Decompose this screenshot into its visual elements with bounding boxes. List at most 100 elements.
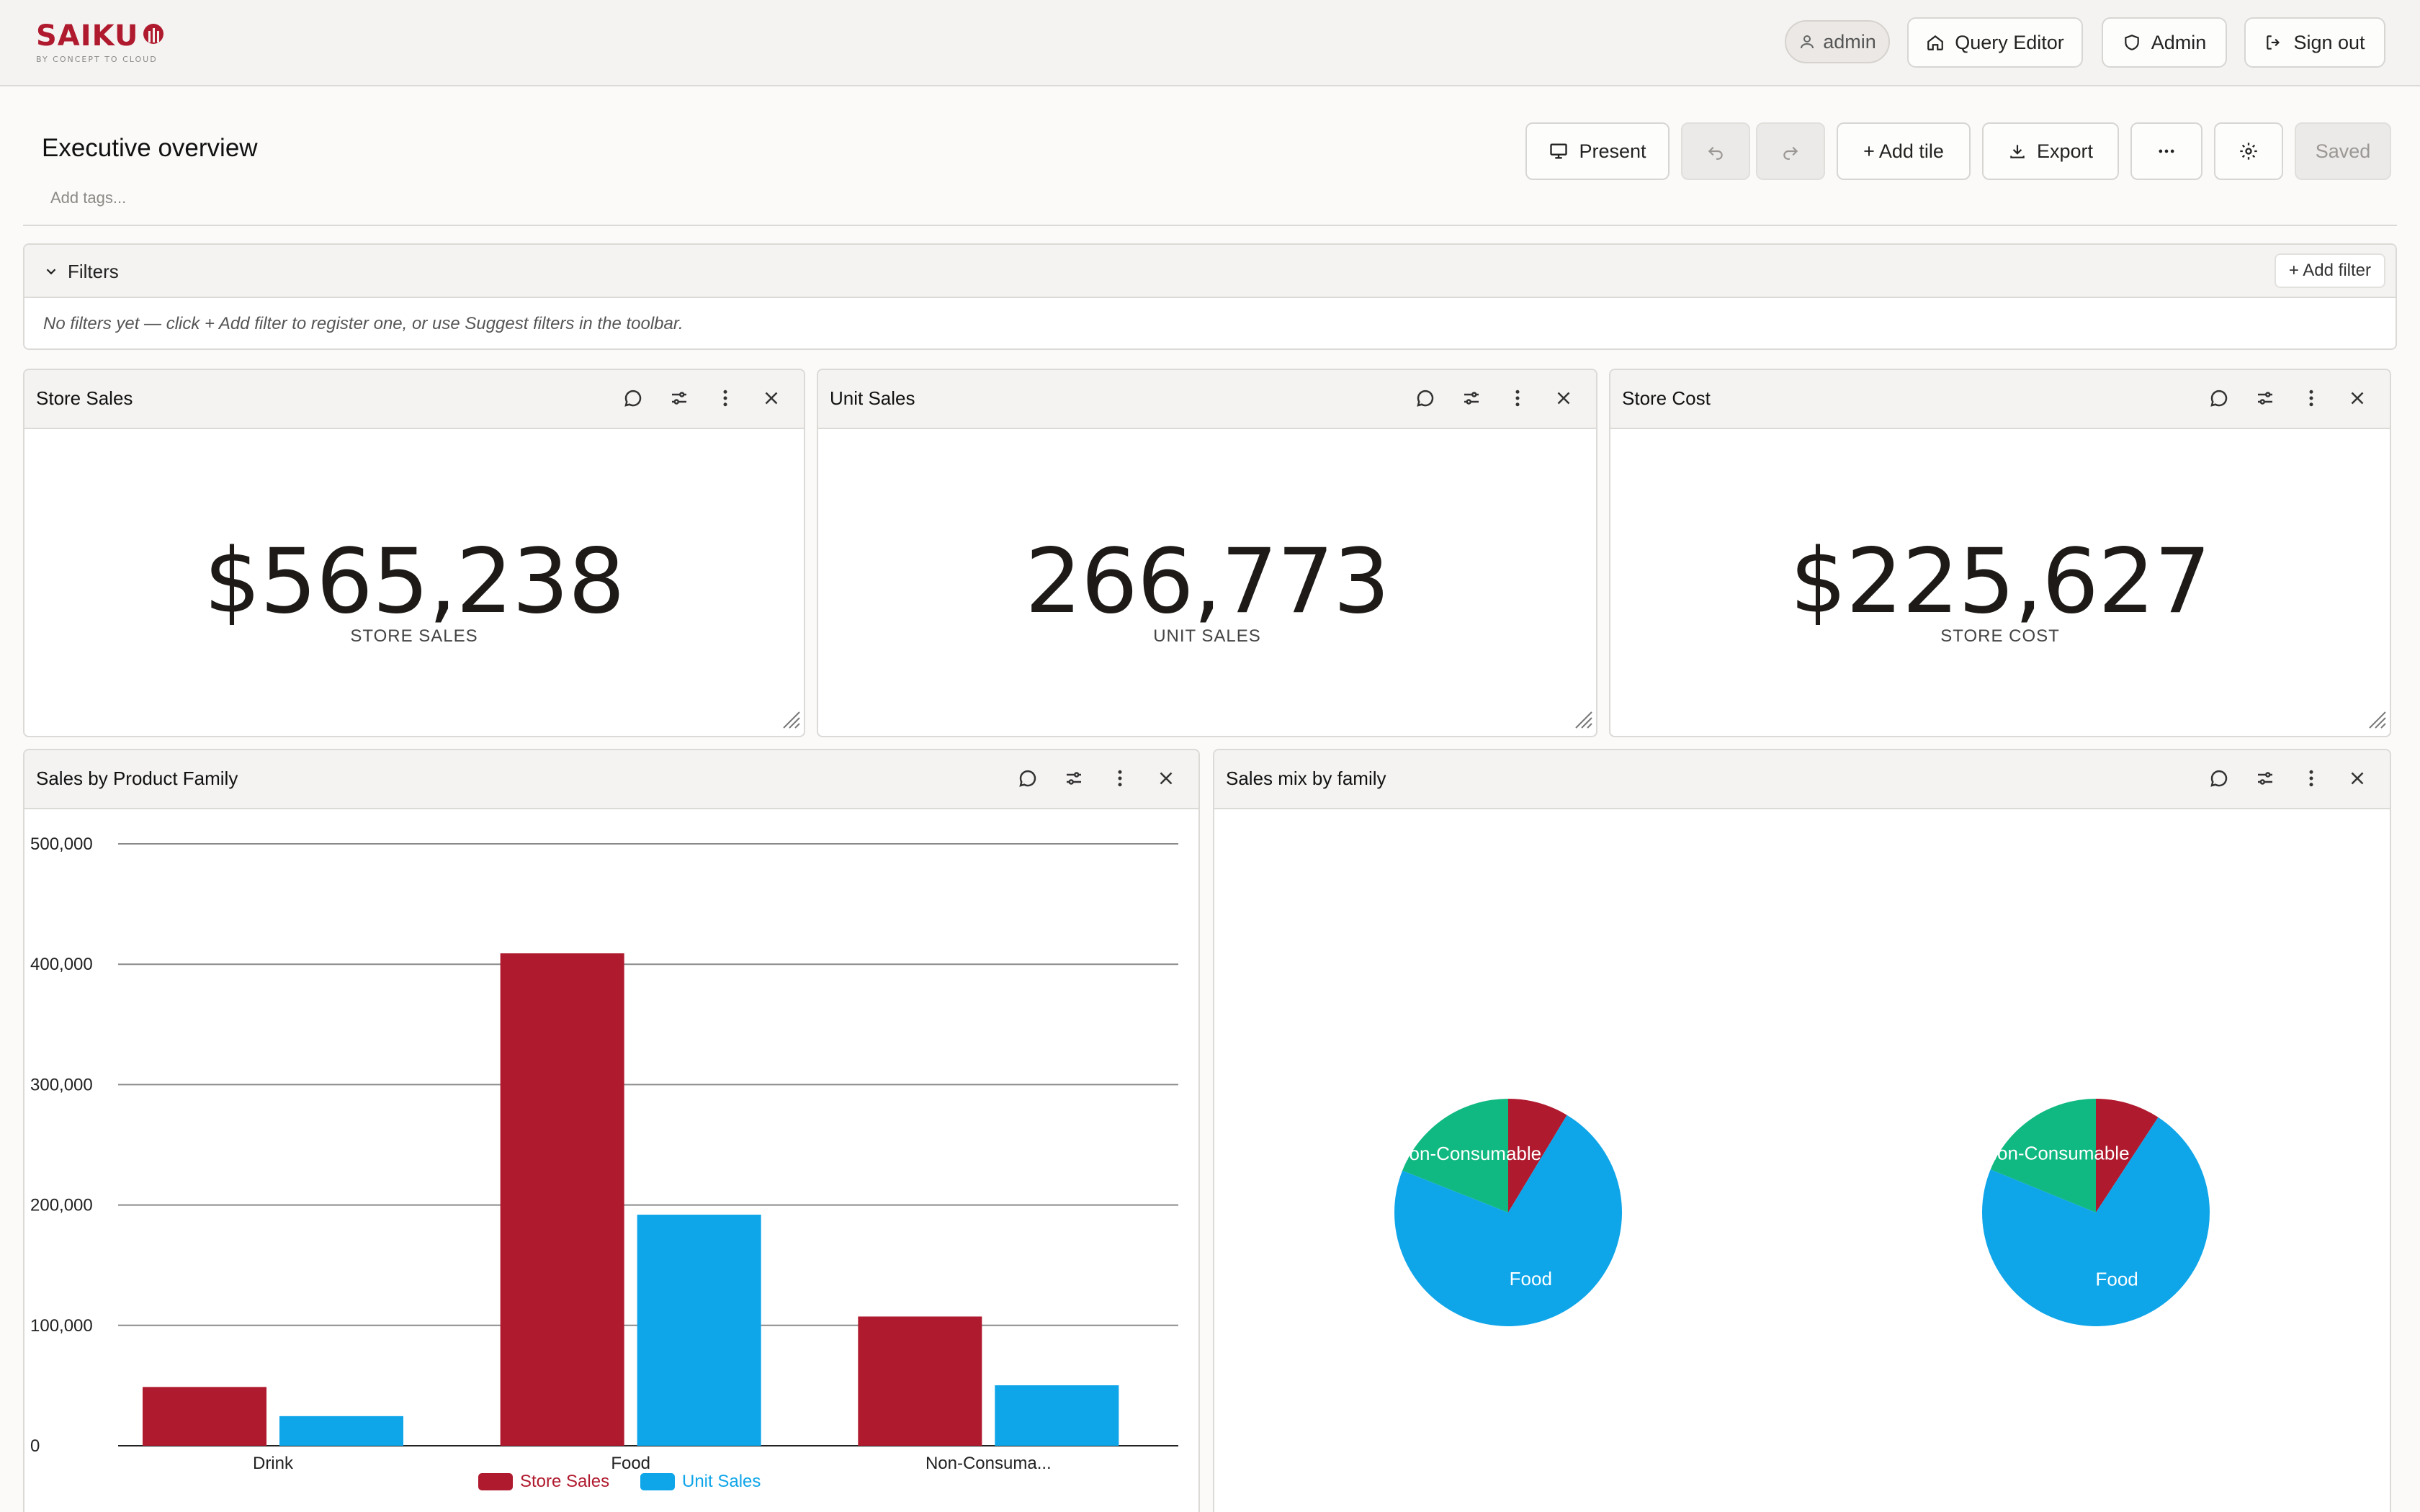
close-icon[interactable] bbox=[2347, 768, 2371, 792]
resize-handle-icon[interactable] bbox=[779, 708, 801, 733]
top-bar: SAIKU BY CONCEPT TO CLOUD admin Query Ed… bbox=[0, 0, 2420, 86]
sliders-icon[interactable] bbox=[1461, 387, 1485, 412]
add-tags-input[interactable]: Add tags... bbox=[50, 189, 127, 207]
add-filter-button[interactable]: + Add filter bbox=[2274, 253, 2385, 288]
kpi-value: $565,238 bbox=[204, 530, 625, 634]
close-icon[interactable] bbox=[1155, 768, 1180, 792]
gear-icon bbox=[2238, 141, 2259, 161]
sliders-icon[interactable] bbox=[2254, 768, 2279, 792]
filters-empty-message: No filters yet — click + Add filter to r… bbox=[43, 314, 684, 333]
more-horizontal-icon bbox=[2156, 141, 2177, 161]
saved-status-button[interactable]: Saved bbox=[2295, 122, 2391, 180]
redo-icon bbox=[1781, 142, 1800, 161]
kpi-label: UNIT SALES bbox=[1153, 626, 1261, 646]
query-editor-label: Query Editor bbox=[1955, 31, 2064, 53]
present-button[interactable]: Present bbox=[1525, 122, 1670, 180]
sign-out-label: Sign out bbox=[2293, 31, 2365, 53]
pie-slice-food bbox=[1394, 1115, 1622, 1326]
y-tick-label: 0 bbox=[30, 1436, 40, 1456]
close-icon[interactable] bbox=[1553, 387, 1577, 412]
pie-slice-label: Non-Consumable bbox=[1396, 1143, 1541, 1164]
sliders-icon[interactable] bbox=[2254, 387, 2279, 412]
tile-header[interactable]: Sales by Product Family bbox=[24, 750, 1198, 809]
comment-icon[interactable] bbox=[2208, 768, 2233, 792]
comment-icon[interactable] bbox=[2208, 387, 2233, 412]
kebab-menu-icon[interactable] bbox=[2300, 387, 2325, 412]
legend-swatch bbox=[640, 1473, 675, 1490]
add-tile-label: + Add tile bbox=[1863, 140, 1944, 162]
logo-flame-icon bbox=[141, 20, 166, 52]
present-label: Present bbox=[1579, 140, 1646, 162]
filters-header[interactable]: Filters + Add filter bbox=[24, 245, 2396, 298]
bar-unit-sales bbox=[995, 1385, 1119, 1446]
tile-title: Sales mix by family bbox=[1226, 768, 1386, 789]
pie-slice-drink bbox=[2096, 1099, 2159, 1212]
pie-chart: Food Non-Consumable Food Non-Consumable bbox=[1394, 1099, 2210, 1326]
y-tick-label: 300,000 bbox=[30, 1075, 93, 1094]
add-tile-button[interactable]: + Add tile bbox=[1837, 122, 1971, 180]
legend-label: Unit Sales bbox=[682, 1472, 761, 1491]
tile-header[interactable]: Store Cost bbox=[1610, 370, 2390, 429]
tile-title: Store Cost bbox=[1622, 387, 1711, 409]
kpi-label: STORE COST bbox=[1940, 626, 2060, 646]
export-button[interactable]: Export bbox=[1982, 122, 2119, 180]
saiku-logo[interactable]: SAIKU BY CONCEPT TO CLOUD bbox=[36, 20, 166, 64]
comment-icon[interactable] bbox=[1415, 387, 1439, 412]
sliders-icon[interactable] bbox=[668, 387, 693, 412]
kpi-value: $225,627 bbox=[1790, 530, 2211, 634]
logo-tagline: BY CONCEPT TO CLOUD bbox=[36, 55, 158, 64]
bar-unit-sales bbox=[279, 1416, 403, 1446]
tile-store-sales: Store Sales $565,238 STORE SALES bbox=[23, 369, 805, 737]
resize-handle-icon[interactable] bbox=[2365, 708, 2387, 733]
close-icon[interactable] bbox=[2347, 387, 2371, 412]
tile-sales-by-product-family: Sales by Product Family 0 100,000 200,000 3… bbox=[23, 749, 1200, 1512]
kebab-menu-icon[interactable] bbox=[1109, 768, 1134, 792]
bar-store-sales bbox=[858, 1316, 982, 1446]
kebab-menu-icon[interactable] bbox=[714, 387, 739, 412]
kebab-menu-icon[interactable] bbox=[1507, 387, 1531, 412]
pie-slice-label: Non-Consumable bbox=[1984, 1143, 2129, 1164]
tile-header[interactable]: Sales mix by family bbox=[1214, 750, 2390, 809]
pie-slice-drink bbox=[1508, 1099, 1567, 1212]
tile-unit-sales: Unit Sales 266,773 UNIT SALES bbox=[817, 369, 1597, 737]
kpi-value: 266,773 bbox=[1025, 530, 1390, 634]
admin-button[interactable]: Admin bbox=[2102, 17, 2227, 68]
user-badge[interactable]: admin bbox=[1785, 20, 1890, 63]
legend-label: Store Sales bbox=[520, 1472, 609, 1491]
kpi-label: STORE SALES bbox=[350, 626, 478, 646]
x-tick-label: Food bbox=[611, 1454, 650, 1473]
chevron-down-icon[interactable] bbox=[43, 264, 59, 283]
pie-slice-label: Food bbox=[2095, 1269, 2138, 1290]
comment-icon[interactable] bbox=[1017, 768, 1041, 792]
header-divider bbox=[23, 225, 2397, 226]
undo-icon bbox=[1706, 142, 1725, 161]
tile-title: Sales by Product Family bbox=[36, 768, 238, 789]
tile-header[interactable]: Unit Sales bbox=[818, 370, 1596, 429]
close-icon[interactable] bbox=[761, 387, 785, 412]
settings-button[interactable] bbox=[2214, 122, 2283, 180]
dashboard-title[interactable]: Executive overview bbox=[42, 134, 258, 162]
user-name: admin bbox=[1823, 30, 1876, 53]
x-tick-label: Non-Consuma... bbox=[926, 1454, 1052, 1473]
tile-store-cost: Store Cost $225,627 STORE COST bbox=[1609, 369, 2391, 737]
home-icon bbox=[1926, 33, 1945, 52]
saved-label: Saved bbox=[2315, 140, 2371, 162]
sign-out-button[interactable]: Sign out bbox=[2244, 17, 2385, 68]
y-tick-label: 200,000 bbox=[30, 1196, 93, 1215]
legend-swatch bbox=[478, 1473, 513, 1490]
tile-header[interactable]: Store Sales bbox=[24, 370, 804, 429]
resize-handle-icon[interactable] bbox=[1572, 708, 1593, 733]
redo-button[interactable] bbox=[1756, 122, 1825, 180]
kebab-menu-icon[interactable] bbox=[2300, 768, 2325, 792]
y-tick-label: 100,000 bbox=[30, 1316, 93, 1336]
user-icon bbox=[1798, 33, 1816, 50]
logo-wordmark: SAIKU bbox=[36, 19, 139, 53]
undo-button[interactable] bbox=[1681, 122, 1750, 180]
more-options-button[interactable] bbox=[2130, 122, 2202, 180]
y-tick-label: 400,000 bbox=[30, 955, 93, 974]
bar-store-sales bbox=[500, 953, 624, 1446]
sliders-icon[interactable] bbox=[1063, 768, 1088, 792]
query-editor-button[interactable]: Query Editor bbox=[1907, 17, 2083, 68]
filters-panel: Filters + Add filter No filters yet — cl… bbox=[23, 243, 2397, 350]
comment-icon[interactable] bbox=[622, 387, 647, 412]
